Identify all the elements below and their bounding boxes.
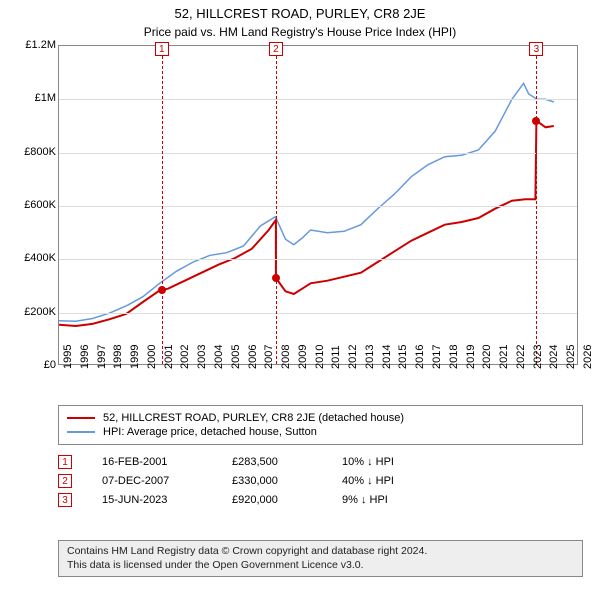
transaction-dot-3 — [532, 117, 540, 125]
legend-swatch-blue — [67, 431, 95, 433]
series-red-property — [59, 121, 554, 326]
footer-line1: Contains HM Land Registry data © Crown c… — [67, 545, 574, 559]
gridline-h — [59, 313, 577, 314]
y-axis-label: £600K — [18, 199, 56, 211]
transaction-dot-1 — [158, 286, 166, 294]
transaction-vline — [162, 46, 163, 364]
chart-title-line1: 52, HILLCREST ROAD, PURLEY, CR8 2JE — [0, 0, 600, 21]
transaction-marker-3: 3 — [529, 42, 543, 56]
y-axis-label: £200K — [18, 306, 56, 318]
transaction-row-price: £920,000 — [232, 494, 342, 506]
legend: 52, HILLCREST ROAD, PURLEY, CR8 2JE (det… — [58, 405, 583, 445]
transaction-row-date: 07-DEC-2007 — [102, 475, 232, 487]
chart-area: 123 £0£200K£400K£600K£800K£1M£1.2M199519… — [18, 45, 578, 395]
transactions-table: 1 16-FEB-2001£283,50010% ↓ HPI 2 07-DEC-200… — [58, 450, 583, 512]
gridline-h — [59, 99, 577, 100]
transaction-row-hpi: 40% ↓ HPI — [342, 475, 452, 487]
series-svg — [59, 46, 577, 364]
transaction-dot-2 — [272, 274, 280, 282]
plot-area: 1 2 3 — [58, 45, 578, 365]
transaction-row-num: 1 — [58, 455, 72, 469]
legend-label-blue: HPI: Average price, detached house, Sutt… — [103, 426, 317, 438]
chart-container: 52, HILLCREST ROAD, PURLEY, CR8 2JE Pric… — [0, 0, 600, 590]
transaction-row: 1 16-FEB-2001£283,50010% ↓ HPI — [58, 455, 583, 469]
gridline-h — [59, 153, 577, 154]
transaction-row-price: £330,000 — [232, 475, 342, 487]
transaction-row-hpi: 10% ↓ HPI — [342, 456, 452, 468]
transaction-row-date: 16-FEB-2001 — [102, 456, 232, 468]
legend-label-red: 52, HILLCREST ROAD, PURLEY, CR8 2JE (det… — [103, 412, 404, 424]
gridline-h — [59, 259, 577, 260]
transaction-vline — [536, 46, 537, 364]
transaction-marker-2: 2 — [269, 42, 283, 56]
y-axis-label: £1.2M — [18, 39, 56, 51]
chart-title-line2: Price paid vs. HM Land Registry's House … — [0, 21, 600, 45]
y-axis-label: £400K — [18, 252, 56, 264]
transaction-row-hpi: 9% ↓ HPI — [342, 494, 452, 506]
transaction-row-num: 3 — [58, 493, 72, 507]
transaction-row: 3 15-JUN-2023£920,0009% ↓ HPI — [58, 493, 583, 507]
y-axis-label: £800K — [18, 146, 56, 158]
transaction-row-num: 2 — [58, 474, 72, 488]
transaction-row-date: 15-JUN-2023 — [102, 494, 232, 506]
gridline-h — [59, 206, 577, 207]
legend-row-red: 52, HILLCREST ROAD, PURLEY, CR8 2JE (det… — [67, 412, 574, 424]
transaction-vline — [276, 46, 277, 364]
transaction-row-price: £283,500 — [232, 456, 342, 468]
legend-swatch-red — [67, 417, 95, 419]
footer-line2: This data is licensed under the Open Gov… — [67, 559, 574, 573]
legend-row-blue: HPI: Average price, detached house, Sutt… — [67, 426, 574, 438]
transaction-marker-1: 1 — [155, 42, 169, 56]
x-axis-label: 2026 — [582, 345, 600, 369]
y-axis-label: £0 — [18, 359, 56, 371]
footer-attribution: Contains HM Land Registry data © Crown c… — [58, 540, 583, 577]
transaction-row: 2 07-DEC-2007£330,00040% ↓ HPI — [58, 474, 583, 488]
y-axis-label: £1M — [18, 92, 56, 104]
